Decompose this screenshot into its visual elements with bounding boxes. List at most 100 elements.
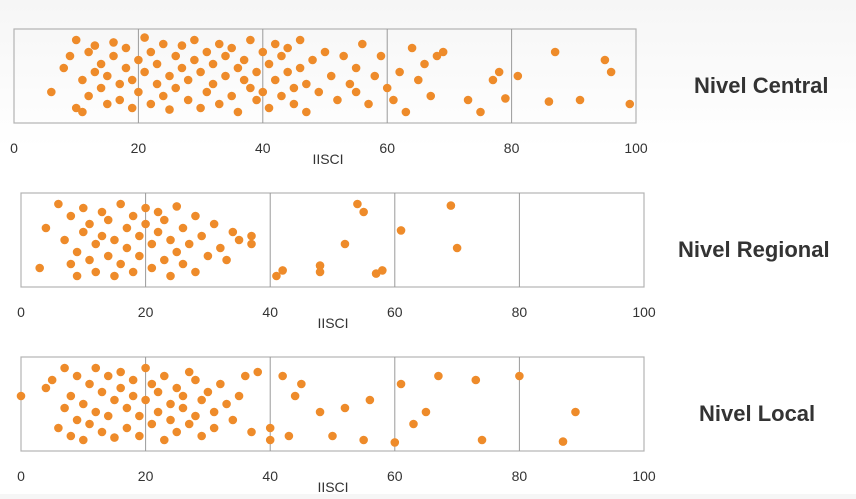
data-point-local (247, 427, 256, 437)
data-point-local (159, 371, 169, 381)
data-point-local (166, 399, 175, 409)
data-point-regional (135, 231, 144, 241)
data-point-local (85, 379, 94, 389)
data-point-central (121, 63, 131, 73)
data-point-local (209, 407, 219, 417)
data-point-regional (91, 239, 101, 249)
plot-frame-regional (20, 192, 645, 288)
data-point-regional (159, 255, 169, 265)
data-point-central (183, 95, 193, 105)
data-point-local (147, 379, 157, 389)
data-point-regional (172, 202, 182, 211)
data-point-central (47, 87, 56, 97)
data-point-central (432, 51, 442, 61)
data-point-regional (35, 263, 44, 273)
data-point-local (135, 431, 144, 441)
x-tick-label-regional: 80 (512, 304, 528, 320)
data-point-local (209, 423, 219, 433)
data-point-central (190, 55, 199, 65)
data-point-central (208, 79, 218, 89)
data-point-central (370, 71, 380, 81)
data-point-central (196, 103, 205, 113)
data-point-central (152, 79, 162, 89)
data-point-regional (247, 231, 256, 241)
data-point-local (110, 433, 119, 442)
data-point-local (477, 435, 487, 445)
data-point-central (214, 99, 224, 109)
data-point-central (625, 99, 635, 109)
x-tick-label-central: 80 (504, 140, 520, 156)
data-point-regional (122, 243, 132, 253)
data-point-regional (396, 226, 406, 235)
data-point-regional (141, 203, 150, 213)
data-point-central (544, 97, 554, 106)
data-point-central (606, 67, 616, 77)
data-point-central (501, 94, 510, 103)
data-point-central (59, 63, 69, 73)
data-point-local (203, 387, 213, 397)
data-point-local (66, 431, 76, 441)
data-point-regional (97, 207, 107, 217)
data-point-regional (191, 267, 200, 277)
panel-title-regional: Nivel Regional (678, 237, 830, 262)
data-point-local (172, 427, 182, 437)
data-point-central (202, 47, 212, 57)
data-point-central (233, 63, 243, 73)
data-point-central (109, 38, 118, 47)
data-point-central (414, 75, 423, 85)
data-point-local (72, 415, 82, 425)
data-point-local (172, 383, 182, 393)
data-point-central (277, 91, 286, 101)
data-point-local (97, 427, 107, 437)
x-tick-label-regional: 100 (632, 304, 656, 320)
data-point-regional (66, 211, 76, 221)
panel-title-local: Nivel Local (699, 401, 816, 426)
data-point-local (66, 391, 76, 401)
data-point-central (227, 43, 236, 53)
data-point-regional (103, 251, 113, 261)
data-point-local (409, 419, 418, 429)
data-point-central (134, 87, 143, 97)
data-point-local (128, 375, 138, 385)
data-point-central (208, 59, 218, 69)
data-point-regional (122, 223, 132, 233)
data-point-central (289, 83, 299, 93)
x-tick-label-central: 0 (10, 140, 18, 156)
data-point-central (376, 51, 386, 61)
data-point-central (239, 75, 249, 85)
data-point-central (333, 95, 342, 105)
data-point-local (253, 367, 263, 377)
data-point-central (420, 59, 429, 69)
data-point-local (558, 437, 568, 446)
data-point-central (395, 67, 404, 77)
data-point-regional (147, 263, 157, 273)
data-point-regional (378, 266, 387, 275)
data-point-central (84, 47, 93, 57)
data-point-central (283, 43, 292, 53)
data-point-local (184, 367, 194, 377)
data-point-central (308, 55, 317, 65)
data-point-local (16, 391, 26, 401)
data-point-local (216, 379, 225, 389)
data-point-regional (234, 235, 244, 245)
data-point-regional (60, 235, 69, 245)
data-point-regional (209, 219, 219, 229)
data-point-local (60, 363, 69, 373)
data-point-central (320, 47, 330, 57)
x-tick-label-local: 80 (512, 468, 528, 484)
data-point-regional (216, 243, 225, 253)
data-point-local (141, 363, 150, 373)
data-point-local (234, 391, 244, 401)
data-point-local (128, 391, 138, 401)
data-point-central (177, 41, 187, 50)
data-point-local (166, 415, 175, 425)
data-point-central (158, 91, 168, 101)
data-point-local (365, 395, 375, 405)
data-point-local (153, 387, 163, 397)
data-point-local (240, 371, 250, 381)
data-point-local (228, 415, 238, 425)
data-point-regional (116, 199, 125, 209)
x-tick-label-local: 60 (387, 468, 403, 484)
data-point-central (165, 105, 174, 114)
data-point-regional (446, 201, 456, 210)
